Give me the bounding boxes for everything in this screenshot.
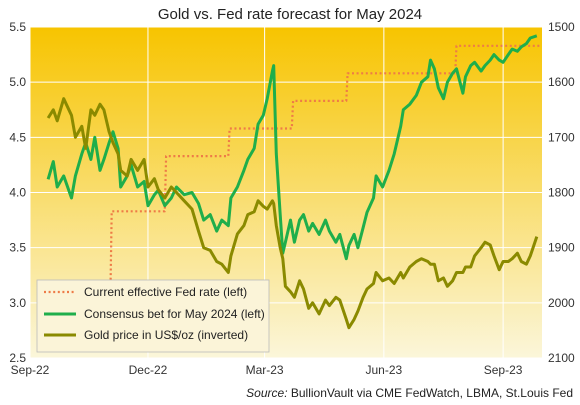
y-right-tick-label: 1500 xyxy=(548,20,575,34)
y-right-tick-label: 1800 xyxy=(548,186,575,200)
chart-title: Gold vs. Fed rate forecast for May 2024 xyxy=(158,6,422,23)
y-right-tick-label: 1700 xyxy=(548,130,575,144)
x-tick-label: Sep-22 xyxy=(11,363,50,377)
x-tick-label: Jun-23 xyxy=(366,363,403,377)
y-left-tick-label: 4.0 xyxy=(9,186,26,200)
y-right-tick-label: 2100 xyxy=(548,351,575,365)
y-left-tick-label: 2.5 xyxy=(9,351,26,365)
series-line-gold xyxy=(46,97,539,330)
left-axis: 2.5 3.0 3.5 4.0 4.5 5.0 5.5 xyxy=(9,20,26,365)
source-label: Source: xyxy=(246,386,287,400)
legend-label-consensus: Consensus bet for May 2024 (left) xyxy=(84,307,265,321)
x-axis: Sep-22 Dec-22 Mar-23 Jun-23 Sep-23 xyxy=(11,363,523,377)
legend-box xyxy=(36,279,270,353)
y-left-tick-label: 4.5 xyxy=(9,130,26,144)
y-right-tick-label: 1600 xyxy=(548,75,575,89)
y-right-tick-label: 1900 xyxy=(548,241,575,255)
y-left-tick-label: 3.0 xyxy=(9,296,26,310)
x-tick-label: Mar-23 xyxy=(246,363,284,377)
y-right-tick-label: 2000 xyxy=(548,296,575,310)
legend: Current effective Fed rate (left) Consen… xyxy=(36,279,270,353)
source-note: Source: BullionVault via CME FedWatch, L… xyxy=(246,386,573,400)
right-axis: 1500 1600 1700 1800 1900 2000 2100 xyxy=(548,20,575,365)
legend-label-gold: Gold price in US$/oz (inverted) xyxy=(84,328,248,342)
y-left-tick-label: 5.0 xyxy=(9,75,26,89)
y-left-tick-label: 3.5 xyxy=(9,241,26,255)
x-tick-label: Sep-23 xyxy=(484,363,523,377)
x-tick-label: Dec-22 xyxy=(129,363,168,377)
y-left-tick-label: 5.5 xyxy=(9,20,26,34)
source-text: BullionVault via CME FedWatch, LBMA, St.… xyxy=(291,386,573,400)
legend-label-fed-rate: Current effective Fed rate (left) xyxy=(84,285,247,299)
series-layer xyxy=(46,34,541,330)
